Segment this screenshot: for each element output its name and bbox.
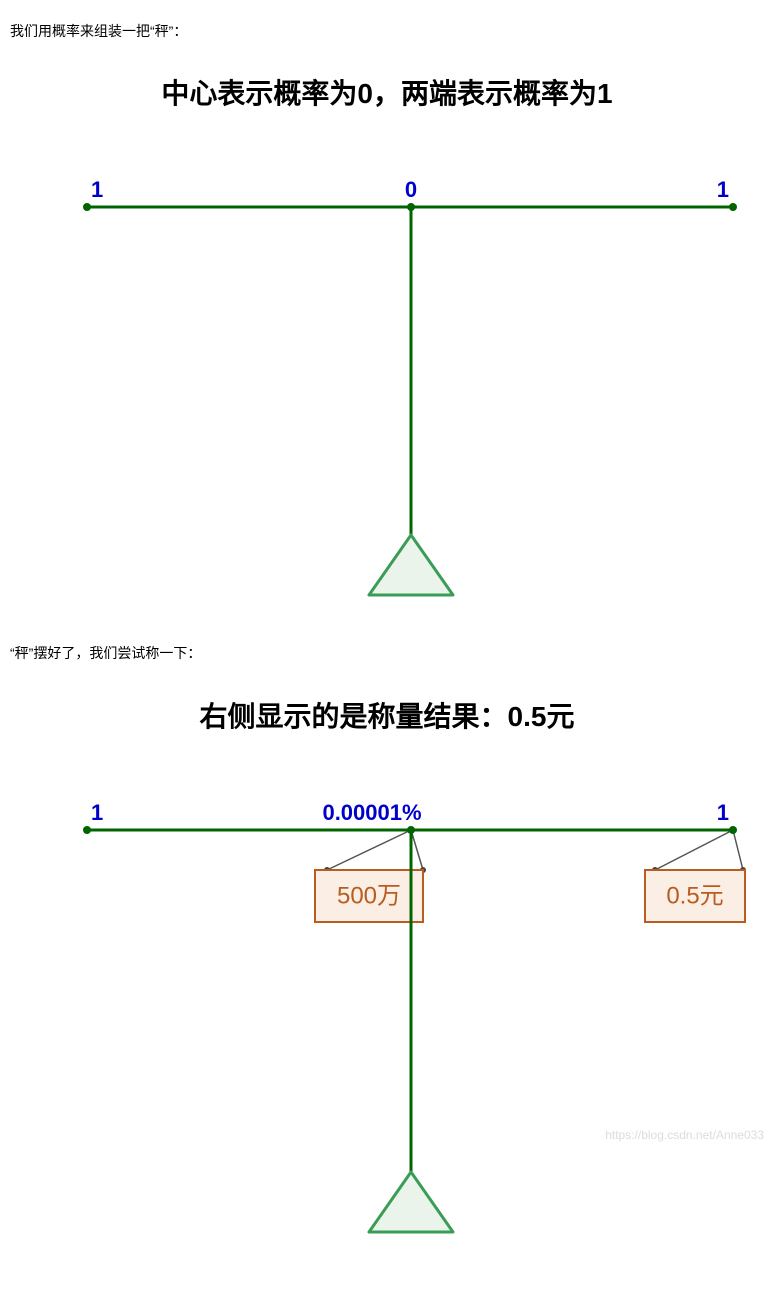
diagram-2-title: 右侧显示的是称量结果：0.5元 bbox=[10, 695, 764, 735]
watermark: https://blog.csdn.net/Anne033 bbox=[605, 1128, 764, 1142]
svg-text:1: 1 bbox=[717, 177, 729, 202]
svg-text:500万: 500万 bbox=[337, 882, 401, 909]
scale-diagram-1: 1 0 1 bbox=[27, 157, 747, 602]
svg-text:1: 1 bbox=[91, 800, 103, 825]
svg-text:0: 0 bbox=[405, 177, 417, 202]
diagram-1-title: 中心表示概率为0，两端表示概率为1 bbox=[10, 72, 764, 112]
diagram-2: 右侧显示的是称量结果：0.5元 500万 0.5元 1 0.00001% 1 bbox=[10, 695, 764, 1240]
intro-text-1: 我们用概率来组装一把“秤”： bbox=[10, 20, 764, 42]
svg-text:1: 1 bbox=[91, 177, 103, 202]
svg-text:0.5元: 0.5元 bbox=[666, 882, 723, 909]
intro-text-2: “秤”摆好了，我们尝试称一下： bbox=[10, 642, 764, 664]
svg-text:1: 1 bbox=[717, 800, 729, 825]
scale-diagram-2: 500万 0.5元 1 0.00001% 1 bbox=[27, 780, 747, 1240]
diagram-1: 中心表示概率为0，两端表示概率为1 1 0 1 bbox=[10, 72, 764, 602]
svg-text:0.00001%: 0.00001% bbox=[322, 800, 421, 825]
